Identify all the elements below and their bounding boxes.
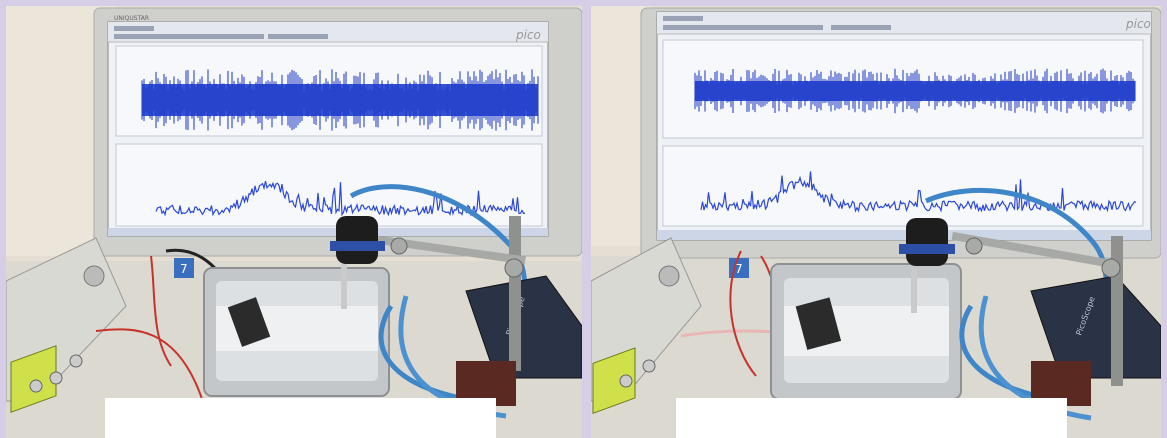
caption-box-right	[676, 398, 1067, 438]
steel-tray	[203, 267, 390, 397]
software-logo: pico	[1125, 17, 1151, 31]
signal-generator	[6, 237, 127, 413]
signal-generator	[591, 237, 702, 414]
software-logo: pico	[515, 28, 541, 42]
clamp-stand	[330, 216, 526, 406]
caption-box-left	[105, 398, 496, 438]
os-badge: 7	[180, 262, 188, 276]
trace-bottom	[700, 171, 1137, 213]
steel-tray	[770, 263, 962, 400]
monitor-brand: UNIQUSTAR	[114, 15, 149, 22]
os-badge: 7	[735, 262, 743, 276]
photo-left-scene: UNIQUSTAR pico 7	[6, 6, 582, 438]
photo-right-scene: pico 7	[591, 6, 1161, 438]
photo-left: UNIQUSTAR pico 7	[6, 6, 582, 438]
usb-oscilloscope: PicoScope	[1030, 275, 1161, 379]
photo-right: pico 7	[591, 6, 1161, 438]
divider	[582, 0, 591, 438]
clamp-stand	[899, 218, 1123, 406]
